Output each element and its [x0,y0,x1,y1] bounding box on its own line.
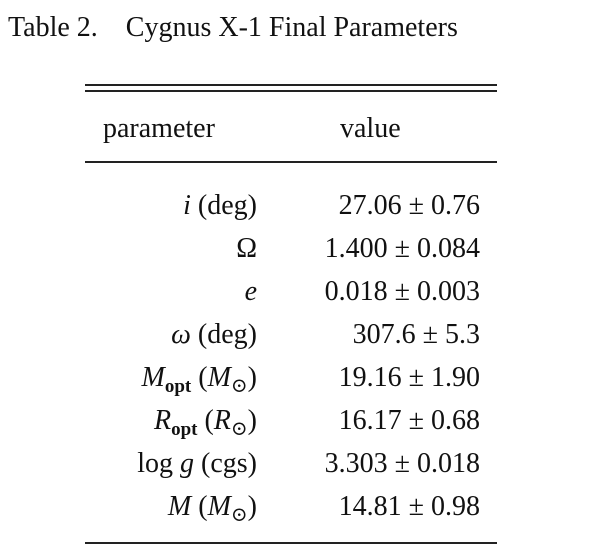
unit: (cgs) [201,448,257,479]
unit: (deg) [197,190,257,221]
paren: ) [247,362,257,393]
function: log [137,448,174,479]
parameter-cell: M (M⊙) [168,491,257,527]
value-cell: 16.17 ± 0.68 [338,405,480,436]
paren: ) [247,405,257,436]
value-cell: 19.16 ± 1.90 [338,362,480,393]
value-cell: 307.6 ± 5.3 [352,319,480,350]
top-rule [85,90,497,92]
unit: R [213,405,231,436]
header-cell: value [340,113,401,144]
value-cell: 0.018 ± 0.003 [324,276,480,307]
value-cell: 27.06 ± 0.76 [338,190,480,221]
header-cell: parameter [103,113,215,144]
unit: (deg) [197,319,257,350]
value-cell: 14.81 ± 0.98 [338,491,480,522]
bottom-rule [85,542,497,544]
parameter-cell: Ropt (R⊙) [154,405,257,441]
subscript: ⊙ [230,504,248,526]
parameter-cell: i (deg) [183,190,257,222]
subscript: opt [164,376,192,397]
symbol: i [183,190,191,221]
parameter-cell: log g (cgs) [137,448,257,480]
unit: M [207,362,231,393]
symbol: g [180,448,195,479]
symbol: R [153,405,172,436]
subscript: opt [171,419,198,440]
symbol: M [141,362,165,393]
paren: ) [247,491,257,522]
paren: ( [198,362,208,393]
caption-title: Cygnus X-1 Final Parameters [125,12,458,43]
top-rule [85,84,497,86]
parameter-cell: Ω [236,233,257,265]
paren: ( [204,405,214,436]
subscript: ⊙ [230,418,248,440]
parameter-cell: Mopt (M⊙) [142,362,257,398]
paren: ( [198,491,208,522]
parameter-cell: ω (deg) [171,319,257,351]
caption: Table 2. Cygnus X-1 Final Parameters [8,12,458,44]
caption-label: Table 2. [8,12,98,43]
value-cell: 3.303 ± 0.018 [324,448,480,479]
subscript: ⊙ [230,375,248,397]
symbol: M [167,491,192,522]
value-cell: 1.400 ± 0.084 [324,233,480,264]
symbol: Ω [236,233,257,264]
header-rule [85,161,497,163]
symbol: e [244,276,257,307]
parameter-cell: e [245,276,257,308]
symbol: ω [171,319,191,350]
unit: M [207,491,231,522]
